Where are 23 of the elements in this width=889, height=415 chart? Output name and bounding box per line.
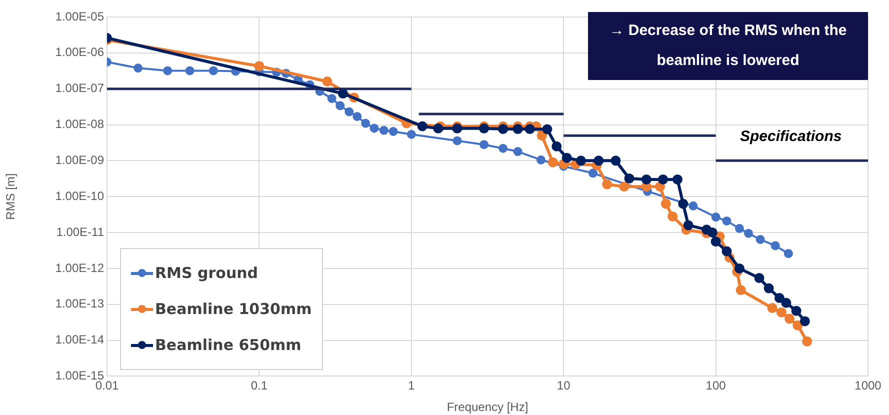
x-tick-label: 1000 bbox=[854, 378, 882, 393]
x-tick-label: 0.1 bbox=[250, 378, 268, 393]
y-tick-label: 1.00E-13 bbox=[55, 296, 104, 311]
x-tick-label: 1 bbox=[408, 378, 416, 393]
legend-label: RMS ground bbox=[155, 264, 258, 282]
y-tick-label: 1.00E-09 bbox=[55, 152, 104, 167]
y-tick-label: 1.00E-08 bbox=[55, 117, 104, 132]
x-axis-title: Frequency [Hz] bbox=[446, 400, 528, 414]
y-tick-label: 1.00E-06 bbox=[55, 45, 104, 60]
y-tick-label: 1.00E-05 bbox=[55, 9, 104, 24]
y-tick-label: 1.00E-07 bbox=[55, 81, 104, 96]
y-tick-label: 1.00E-12 bbox=[55, 260, 104, 275]
y-tick-label: 1.00E-10 bbox=[55, 188, 104, 203]
x-tick-label: 10 bbox=[556, 378, 571, 393]
x-tick-label: 0.01 bbox=[95, 378, 119, 393]
x-tick-label: 100 bbox=[706, 378, 726, 393]
legend-label: Beamline 650mm bbox=[155, 336, 302, 354]
callout-box: → Decrease of the RMS when the beamline is lowered bbox=[588, 12, 868, 80]
y-tick-label: 1.00E-14 bbox=[55, 332, 104, 347]
y-tick-label: 1.00E-11 bbox=[56, 224, 104, 239]
annotation: Specifications bbox=[740, 128, 842, 145]
y-axis-title: RMS [m] bbox=[4, 173, 18, 220]
legend-label: Beamline 1030mm bbox=[155, 300, 312, 318]
